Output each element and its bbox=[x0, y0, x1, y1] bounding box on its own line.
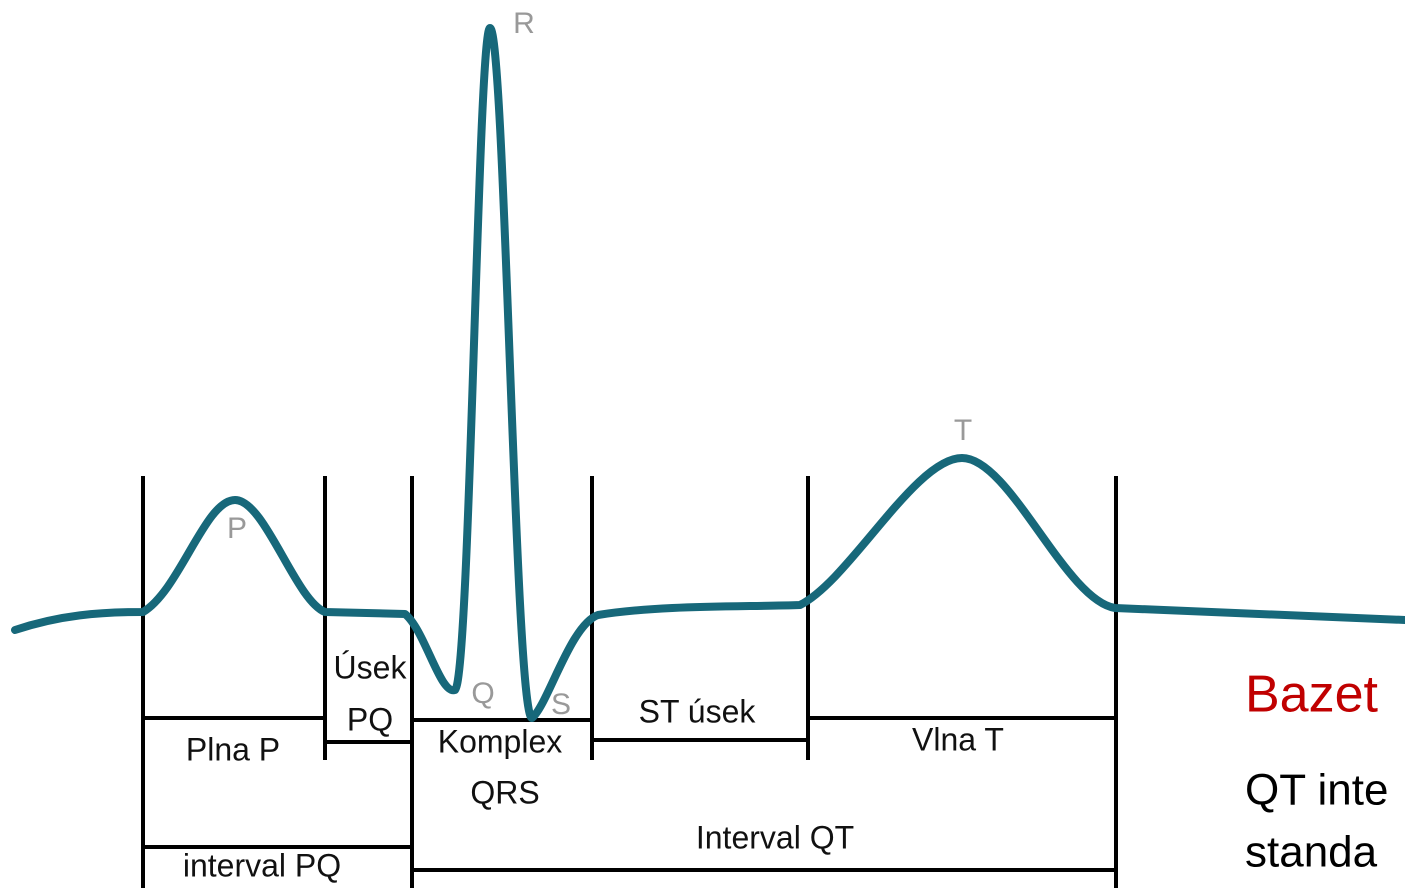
segment-label: PQ bbox=[347, 701, 393, 737]
segment-label: Vlna T bbox=[912, 721, 1004, 757]
side-text: QT inte bbox=[1245, 766, 1388, 815]
segment-label: Úsek bbox=[334, 649, 408, 685]
segment-label: interval PQ bbox=[183, 847, 341, 883]
segment-label: QRS bbox=[470, 774, 539, 810]
side-heading: Bazet bbox=[1245, 666, 1379, 724]
side-text: standa bbox=[1245, 828, 1378, 877]
segment-label: Komplex bbox=[438, 723, 563, 759]
ecg-trace bbox=[11, 24, 1405, 722]
divider-lines bbox=[141, 476, 1118, 888]
wave-label: S bbox=[551, 688, 571, 721]
segment-label: Interval QT bbox=[696, 819, 854, 855]
wave-label: Q bbox=[471, 677, 494, 710]
segment-label: ST úsek bbox=[639, 693, 757, 729]
wave-label: P bbox=[227, 512, 247, 545]
wave-label: R bbox=[513, 7, 535, 40]
wave-label: T bbox=[954, 414, 972, 447]
segment-label: Plna P bbox=[186, 731, 280, 767]
